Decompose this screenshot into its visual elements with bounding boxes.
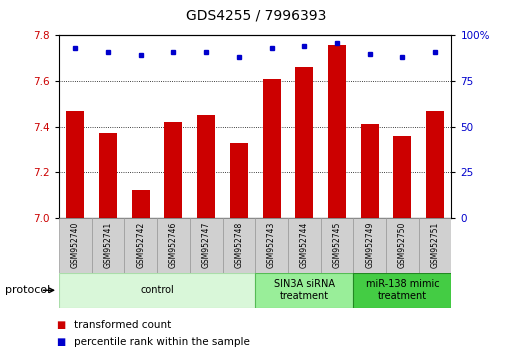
Text: control: control [140,285,174,295]
Bar [321,218,353,273]
Bar [92,218,125,273]
Text: GSM952743: GSM952743 [267,222,276,268]
Text: GSM952748: GSM952748 [234,222,243,268]
Bar [197,115,215,218]
Text: SIN3A siRNA
treatment: SIN3A siRNA treatment [274,279,335,301]
Bar [66,110,84,218]
Bar [328,45,346,218]
Bar [295,67,313,218]
Text: GSM952749: GSM952749 [365,222,374,268]
Bar [230,143,248,218]
Text: GSM952742: GSM952742 [136,222,145,268]
Bar [288,218,321,273]
Bar [393,136,411,218]
Text: ■: ■ [56,320,66,330]
Text: GSM952741: GSM952741 [104,222,112,268]
Bar [263,79,281,218]
Text: protocol: protocol [5,285,50,295]
Bar [165,122,183,218]
Bar [132,190,150,218]
Bar [157,218,190,273]
Text: GSM952744: GSM952744 [300,222,309,268]
Text: GSM952750: GSM952750 [398,222,407,268]
Text: GSM952751: GSM952751 [430,222,440,268]
Bar [419,218,451,273]
Bar [361,124,379,218]
Bar [223,218,255,273]
Text: GDS4255 / 7996393: GDS4255 / 7996393 [186,9,327,23]
Bar [190,218,223,273]
Bar [59,218,92,273]
Bar [426,110,444,218]
Text: GSM952747: GSM952747 [202,222,211,268]
Bar [99,133,117,218]
Bar [59,273,255,308]
Bar [255,218,288,273]
Text: GSM952746: GSM952746 [169,222,178,268]
Bar [124,218,157,273]
Text: GSM952740: GSM952740 [71,222,80,268]
Text: ■: ■ [56,337,66,347]
Text: percentile rank within the sample: percentile rank within the sample [74,337,250,347]
Bar [386,218,419,273]
Text: GSM952745: GSM952745 [332,222,342,268]
Bar [353,273,451,308]
Bar [353,218,386,273]
Text: transformed count: transformed count [74,320,172,330]
Bar [255,273,353,308]
Text: miR-138 mimic
treatment: miR-138 mimic treatment [366,279,439,301]
